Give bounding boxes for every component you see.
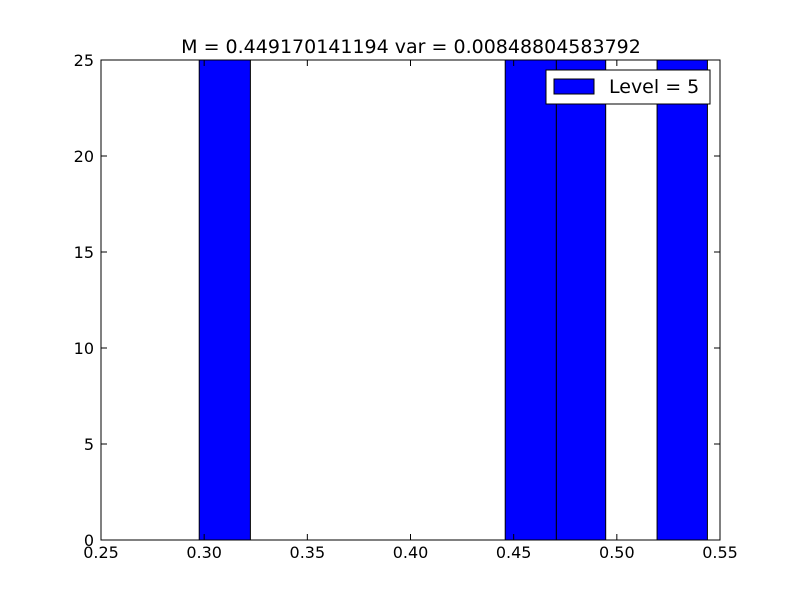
y-tick-label: 20: [74, 147, 94, 166]
x-tick-label: 0.35: [290, 543, 326, 562]
x-tick-label: 0.25: [83, 543, 119, 562]
legend-swatch: [553, 78, 595, 95]
x-tick-label: 0.45: [496, 543, 532, 562]
histogram-bar: [656, 59, 708, 541]
x-tick-label: 0.50: [599, 543, 635, 562]
x-tick-label: 0.55: [702, 543, 738, 562]
legend: Level = 5: [545, 69, 711, 105]
plot-area: [101, 60, 720, 540]
y-tick-label: 10: [74, 339, 94, 358]
x-tick-label: 0.30: [186, 543, 222, 562]
chart-title: M = 0.449170141194 var = 0.0084880458379…: [181, 36, 641, 58]
histogram-bar: [504, 59, 557, 541]
y-tick-label: 5: [84, 435, 94, 454]
tick-layer: 0.25 0.30 0.35 0.40 0.45 0.50 0.55 0 5 10 15 20 25: [74, 51, 738, 562]
histogram-bar: [198, 59, 251, 541]
y-tick-label: 25: [74, 51, 94, 70]
y-tick-label: 15: [74, 243, 94, 262]
plot-background: [101, 60, 720, 540]
legend-label: Level = 5: [609, 76, 699, 98]
histogram-bar: [555, 59, 607, 541]
bars-layer: [198, 59, 708, 541]
y-tick-label: 0: [84, 531, 94, 550]
x-tick-label: 0.40: [393, 543, 429, 562]
